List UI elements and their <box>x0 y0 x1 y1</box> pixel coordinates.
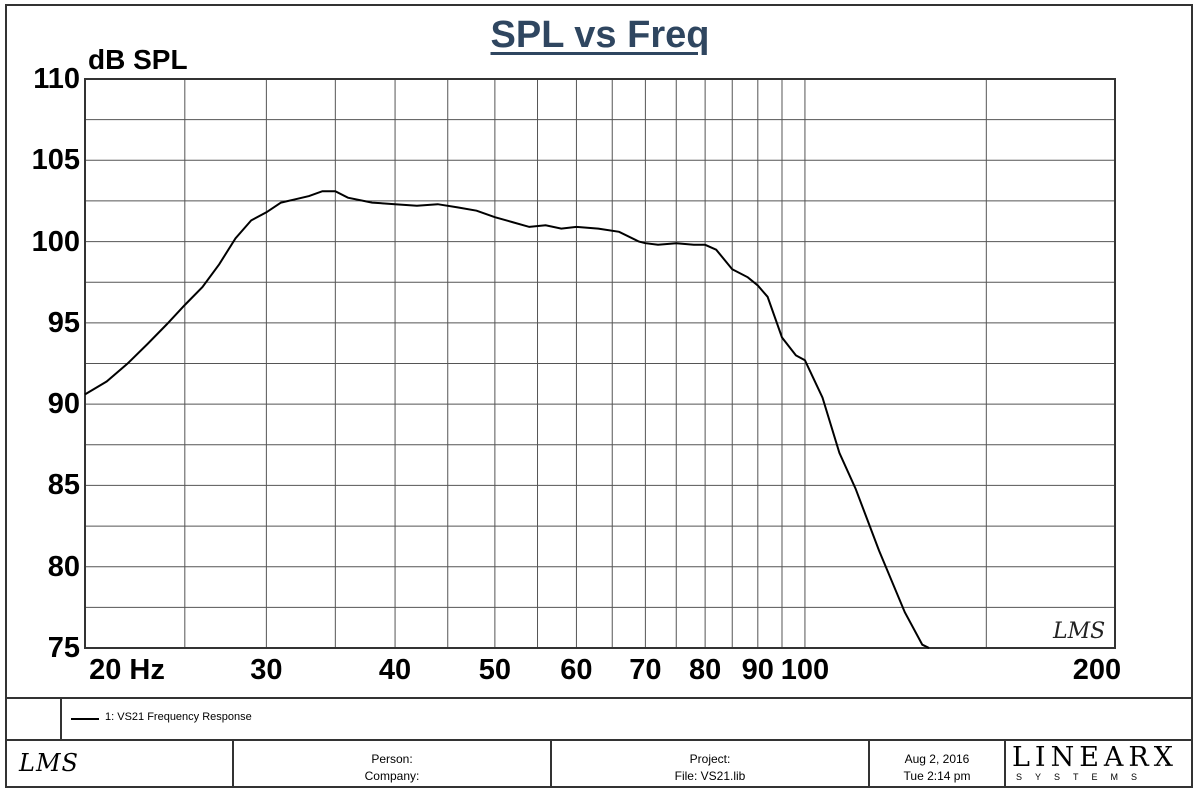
person-label: Person: <box>371 752 413 766</box>
time-label: Tue 2:14 pm <box>903 769 971 783</box>
chart-frame <box>5 4 1193 788</box>
y-tick-label: 80 <box>47 550 80 583</box>
x-tick-label: 200 <box>1072 654 1122 686</box>
y-tick-label: 75 <box>47 632 80 664</box>
x-tick-label: 30 <box>250 654 283 686</box>
footer-logo-cell: LMS <box>7 741 234 788</box>
grid <box>84 78 1116 649</box>
brand-logo-main: LINEARX <box>1012 742 1178 773</box>
x-tick-label: 80 <box>688 654 722 686</box>
x-tick-label: 90 <box>741 654 774 686</box>
lms-logo: LMS <box>19 749 79 777</box>
chart-title: SPL vs Freq <box>490 14 710 56</box>
plot-border <box>84 78 1116 649</box>
project-label: Project: <box>689 752 731 766</box>
x-tick-label: 20 Hz <box>89 654 165 686</box>
y-tick-label: 105 <box>31 144 80 177</box>
legend-line-swatch <box>71 718 99 720</box>
series-line-frequency-response <box>84 190 930 649</box>
y-axis-label: dB SPL <box>88 44 188 75</box>
file-label: File: VS21.lib <box>674 769 746 783</box>
brand-logo-sub: SYSTEMS <box>1016 772 1151 782</box>
y-tick-label: 85 <box>47 469 80 502</box>
y-tick-label: 100 <box>31 225 80 258</box>
lms-watermark: LMS <box>1052 619 1105 644</box>
footer-date-cell: Aug 2, 2016 Tue 2:14 pm <box>870 741 1006 788</box>
legend-divider <box>60 699 62 739</box>
legend: 1: VS21 Frequency Response <box>7 697 1191 741</box>
x-tick-label: 60 <box>560 654 593 686</box>
x-tick-label: 40 <box>378 654 412 686</box>
footer-person-cell: Person: Company: <box>234 741 552 788</box>
y-tick-label: 90 <box>47 388 80 421</box>
y-tick-label: 110 <box>33 63 80 95</box>
y-tick-label: 95 <box>47 306 80 339</box>
legend-entry: 1: VS21 Frequency Response <box>105 711 252 723</box>
x-tick-label: 100 <box>780 654 830 686</box>
date-label: Aug 2, 2016 <box>904 752 970 766</box>
x-tick-label: 50 <box>478 654 512 686</box>
x-tick-label: 70 <box>629 654 662 686</box>
company-label: Company: <box>364 769 420 783</box>
footer-project-cell: Project: File: VS21.lib <box>552 741 870 788</box>
